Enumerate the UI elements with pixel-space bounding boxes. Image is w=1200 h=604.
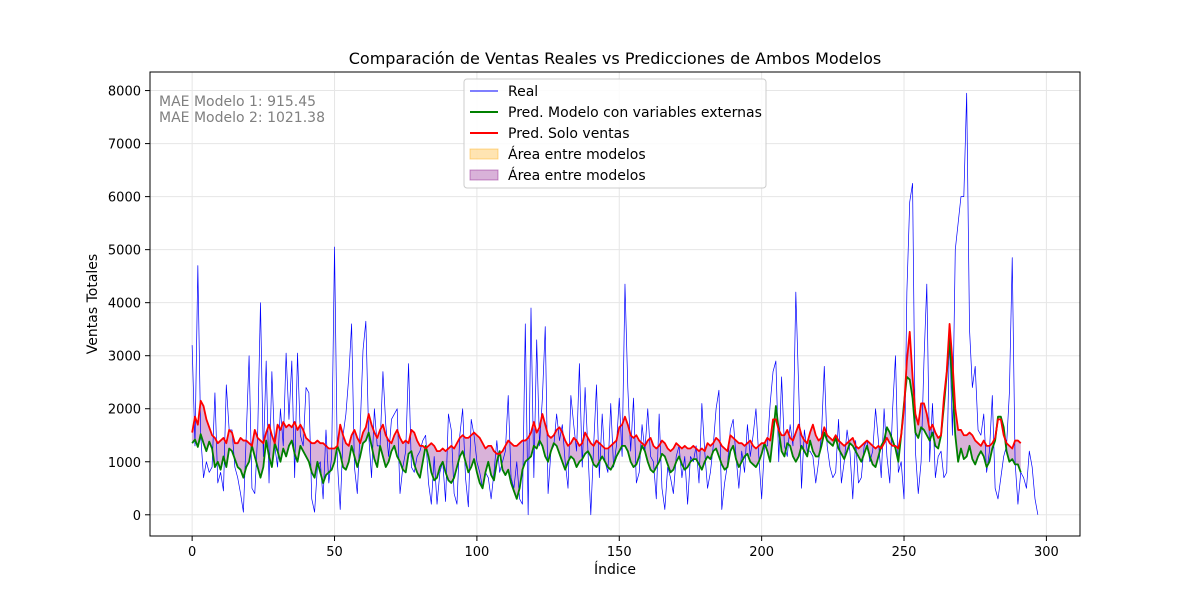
x-tick-label: 200 — [749, 545, 774, 560]
chart-title: Comparación de Ventas Reales vs Predicci… — [349, 49, 882, 68]
legend-label: Área entre modelos — [508, 167, 646, 184]
x-tick-label: 150 — [607, 545, 632, 560]
y-tick-label: 6000 — [108, 191, 141, 206]
x-tick-label: 50 — [326, 545, 343, 560]
y-tick-label: 8000 — [108, 85, 141, 100]
x-axis-label: Índice — [594, 561, 636, 578]
legend-swatch — [469, 148, 499, 160]
area-between-models — [192, 323, 1021, 499]
series-line-pred-modelo-con-variables-externas — [191, 336, 1022, 500]
y-tick-label: 7000 — [108, 138, 141, 153]
legend-label: Área entre modelos — [508, 146, 646, 163]
mae-model-1-annotation: MAE Modelo 1: 915.45 — [159, 94, 316, 110]
mae-model-2-annotation: MAE Modelo 2: 1021.38 — [159, 110, 325, 126]
series-line-real — [191, 92, 1039, 516]
y-tick-label: 1000 — [108, 456, 141, 471]
x-tick-label: 0 — [188, 545, 196, 560]
legend-label: Pred. Modelo con variables externas — [508, 105, 762, 121]
y-tick-label: 0 — [133, 509, 141, 524]
y-tick-label: 5000 — [108, 244, 141, 259]
y-tick-label: 2000 — [108, 403, 141, 418]
series-line-pred-solo-ventas — [191, 322, 1022, 455]
legend-box — [463, 78, 767, 189]
y-tick-label: 3000 — [108, 350, 141, 365]
x-tick-label: 100 — [464, 545, 489, 560]
legend-label: Real — [508, 84, 538, 100]
x-tick-label: 300 — [1034, 545, 1059, 560]
legend-swatch — [469, 169, 499, 181]
y-axis-label: Ventas Totales — [85, 254, 101, 354]
x-tick-label: 250 — [892, 545, 917, 560]
legend-label: Pred. Solo ventas — [508, 126, 630, 142]
legend: Real Pred. Modelo con variables externas P… — [463, 78, 767, 189]
y-tick-label: 4000 — [108, 297, 141, 312]
plot-frame — [149, 71, 1081, 537]
